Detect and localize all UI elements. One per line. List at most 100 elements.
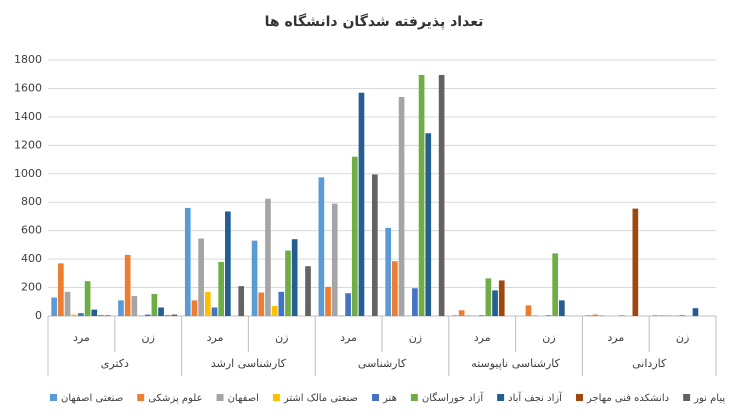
y-tick-label: 1200 [14, 138, 42, 151]
bar [325, 286, 331, 316]
bar [692, 308, 699, 316]
bar [492, 290, 498, 316]
bar [118, 300, 124, 316]
bar [619, 315, 625, 316]
bar [559, 300, 565, 316]
bar [331, 203, 338, 316]
bar [84, 281, 91, 316]
legend-label: صنعتی اصفهان [61, 393, 123, 404]
bar [171, 314, 178, 316]
bar [251, 240, 258, 316]
bar [238, 286, 245, 316]
bar [452, 315, 458, 316]
bar [472, 315, 478, 316]
bar [438, 74, 445, 316]
bar [652, 315, 659, 316]
bar [532, 315, 538, 316]
bar [98, 315, 104, 316]
bar [392, 261, 398, 316]
bar [58, 263, 64, 316]
bar [632, 208, 639, 316]
bar [124, 254, 131, 316]
bar [78, 313, 84, 316]
legend-label: آزاد نجف آباد [508, 391, 563, 404]
bar [158, 307, 164, 316]
bar [198, 238, 204, 316]
y-tick-label: 1000 [14, 167, 42, 180]
legend-label: پیام نور [693, 393, 725, 404]
legend-swatch [216, 394, 224, 401]
legend-swatch [50, 394, 57, 401]
bar [351, 156, 358, 316]
bar [552, 253, 559, 316]
bar [131, 296, 138, 316]
legend-swatch [575, 394, 583, 401]
bar [672, 315, 679, 316]
x-tick-label: مرد [207, 331, 224, 344]
x-tick-label: زن [142, 331, 155, 344]
x-tick-label: زن [275, 331, 288, 344]
bar [412, 288, 418, 316]
bar [599, 315, 605, 316]
bar [465, 315, 472, 316]
bar [91, 309, 98, 316]
y-tick-label: 1800 [14, 53, 42, 66]
y-tick-label: 200 [21, 281, 42, 294]
bar [144, 314, 151, 316]
y-tick-label: 1600 [14, 81, 42, 94]
bar [271, 306, 278, 316]
bar [545, 315, 552, 316]
bar [218, 261, 225, 316]
bar [585, 315, 592, 316]
bar [358, 92, 365, 316]
bar [151, 293, 158, 316]
legend-swatch [497, 394, 505, 401]
bar [291, 239, 298, 316]
bar [265, 198, 271, 316]
group-label: دکتری [101, 357, 129, 370]
bar [398, 96, 405, 316]
bar [305, 266, 311, 316]
bar [385, 227, 392, 316]
bar [191, 300, 198, 316]
legend-swatch [410, 394, 418, 401]
bar [592, 314, 599, 316]
bar [659, 315, 665, 316]
bar [64, 291, 71, 316]
legend-label: دانشکده فنی مهاجر [586, 393, 669, 404]
y-tick-label: 800 [21, 195, 42, 208]
y-tick-label: 400 [21, 252, 42, 265]
bar [679, 315, 685, 316]
bar [318, 177, 325, 316]
bar [184, 207, 191, 316]
legend-swatch [272, 394, 280, 401]
bar [164, 315, 171, 316]
x-tick-label: زن [676, 331, 689, 344]
group-label: کارشناسی ناپیوسته [471, 357, 560, 370]
y-tick-label: 600 [21, 224, 42, 237]
bar [425, 133, 432, 316]
bar [485, 278, 492, 316]
group-label: کارشناسی ارشد [211, 357, 287, 370]
bar [405, 315, 412, 316]
bar [258, 292, 265, 316]
bar [418, 74, 425, 316]
bar [225, 211, 231, 316]
legend-label: اصفهان [228, 393, 259, 404]
legend-label: آزاد خوراسگان [422, 391, 484, 404]
bar [138, 315, 144, 316]
bar [104, 315, 111, 316]
x-tick-label: مرد [474, 331, 491, 344]
bar [71, 314, 78, 316]
bar [525, 305, 532, 316]
bar [285, 250, 291, 316]
x-tick-label: زن [409, 331, 422, 344]
legend-swatch [372, 394, 380, 401]
bar [371, 174, 378, 316]
x-tick-label: مرد [607, 331, 624, 344]
bar [665, 315, 672, 316]
bar [211, 307, 218, 316]
legend-swatch [137, 394, 145, 401]
legend-label: هنر [382, 393, 397, 404]
